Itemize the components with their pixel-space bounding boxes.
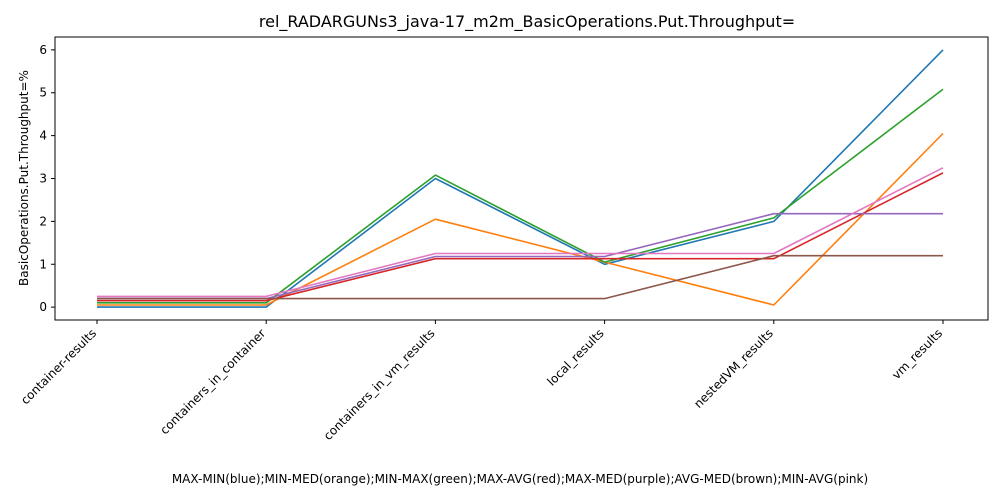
y-axis: 0 1 2 3 4 5 6 — [39, 43, 55, 314]
x-tick-label: containers_in_vm_results — [321, 326, 438, 443]
x-tick-label: vm_results — [889, 326, 945, 382]
plot-frame — [54, 36, 989, 321]
series-lines — [97, 49, 944, 308]
series-line-min-avg — [97, 167, 944, 298]
y-tick-label: 5 — [39, 86, 47, 100]
series-line-min-max — [97, 88, 944, 304]
y-tick-label: 3 — [39, 172, 47, 186]
y-axis-label: BasicOperations.Put.Throughput=% — [17, 70, 31, 286]
y-tick-label: 2 — [39, 214, 47, 228]
y-tick-label: 0 — [39, 300, 47, 314]
series-line-max-min — [97, 49, 944, 308]
x-axis: container-results containers_in_container… — [18, 320, 945, 443]
x-axis-label: MAX-MIN(blue);MIN-MED(orange);MIN-MAX(gr… — [172, 472, 868, 486]
series-line-avg-med — [97, 254, 943, 300]
x-tick-label: local_results — [544, 326, 606, 388]
y-tick-label: 4 — [39, 129, 47, 143]
chart-title: rel_RADARGUNs3_java-17_m2m_BasicOperatio… — [259, 12, 795, 32]
y-tick-label: 6 — [39, 43, 47, 57]
y-tick-label: 1 — [39, 257, 47, 271]
series-line-max-avg — [97, 172, 944, 302]
x-tick-label: nestedVM_results — [691, 326, 776, 411]
x-tick-label: container-results — [18, 326, 99, 407]
x-tick-label: containers_in_container — [157, 326, 268, 437]
series-line-min-med — [97, 132, 944, 306]
